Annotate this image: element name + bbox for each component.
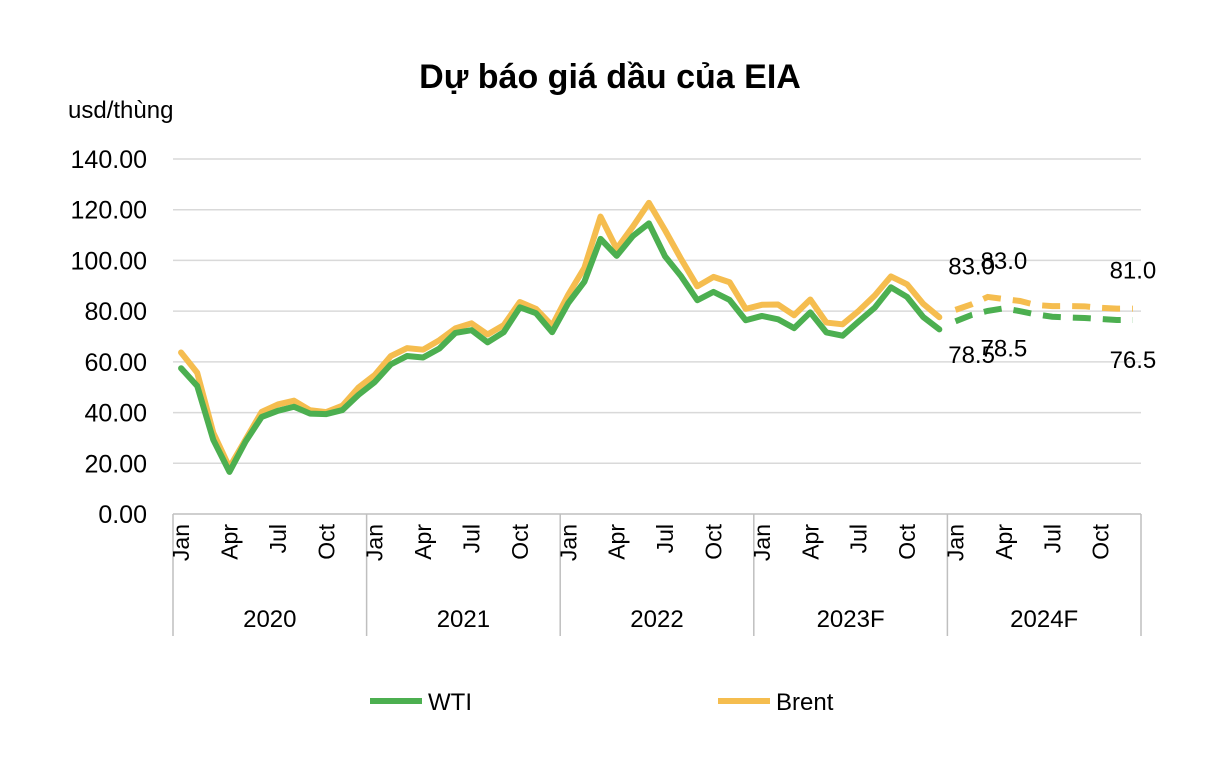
data-label-brent: 83.0 xyxy=(948,253,995,280)
chart-title: Dự báo giá dầu của EIA xyxy=(419,58,801,96)
series-forecast-line-brent xyxy=(954,293,1133,313)
year-label: 2020 xyxy=(243,606,296,633)
series-line-wti xyxy=(178,220,943,475)
x-tick-label-jan: Jan xyxy=(942,524,968,561)
year-label: 2021 xyxy=(437,606,490,633)
x-tick-label-jan: Jan xyxy=(168,524,194,561)
y-tick-label: 60.00 xyxy=(84,349,147,377)
x-tick-label-oct: Oct xyxy=(313,523,339,559)
y-tick-label: 140.00 xyxy=(71,146,147,174)
x-tick-label-jul: Jul xyxy=(652,524,678,553)
legend: WTI Brent xyxy=(370,689,834,716)
y-tick-label: 0.00 xyxy=(98,501,147,529)
year-label: 2024F xyxy=(1010,606,1078,633)
legend-label-wti: WTI xyxy=(428,689,472,716)
y-tick-label: 40.00 xyxy=(84,400,147,428)
x-tick-label-apr: Apr xyxy=(604,524,630,560)
x-tick-label-jul: Jul xyxy=(265,524,291,553)
x-axis: Jan Apr Jul Oct 2020 Jan Apr Jul Oct 2021 Jan Apr Ju… xyxy=(168,513,1142,636)
x-tick-label-jan: Jan xyxy=(362,524,388,561)
data-label-brent: 81.0 xyxy=(1110,258,1157,285)
data-label-wti: 78.5 xyxy=(948,342,995,369)
series-line-brent xyxy=(178,199,943,471)
x-tick-label-oct: Oct xyxy=(700,523,726,559)
legend-label-brent: Brent xyxy=(776,689,834,716)
x-tick-label-jul: Jul xyxy=(458,524,484,553)
x-tick-label-apr: Apr xyxy=(797,524,823,560)
x-tick-label-jan: Jan xyxy=(555,524,581,561)
x-tick-label-jul: Jul xyxy=(1039,524,1065,553)
x-tick-label-apr: Apr xyxy=(216,524,242,560)
year-label: 2023F xyxy=(817,606,885,633)
y-tick-label: 80.00 xyxy=(84,298,147,326)
x-tick-label-apr: Apr xyxy=(991,524,1017,560)
x-tick-label-oct: Oct xyxy=(894,523,920,559)
data-label-wti: 76.5 xyxy=(1110,347,1157,374)
y-tick-label: 120.00 xyxy=(71,197,147,225)
x-tick-label-apr: Apr xyxy=(410,524,436,560)
y-axis-ticks: 0.00 20.00 40.00 60.00 80.00 100.00 120.00 140.… xyxy=(71,146,147,529)
series-forecast-line-wti xyxy=(954,305,1133,325)
x-tick-label-jul: Jul xyxy=(846,524,872,553)
data-labels: 78.578.5 76.5 83.083.0 81.0 xyxy=(948,248,1156,374)
x-tick-label-oct: Oct xyxy=(1088,523,1114,559)
year-label: 2022 xyxy=(630,606,683,633)
data-label-wti: 78.5 xyxy=(981,335,1028,362)
series-lines xyxy=(178,199,1133,475)
x-tick-label-oct: Oct xyxy=(507,523,533,559)
x-tick-label-jan: Jan xyxy=(749,524,775,561)
y-axis-unit-label: usd/thùng xyxy=(68,97,173,124)
y-tick-label: 20.00 xyxy=(84,450,147,478)
data-label-brent: 83.0 xyxy=(981,248,1028,275)
y-tick-label: 100.00 xyxy=(71,247,147,275)
